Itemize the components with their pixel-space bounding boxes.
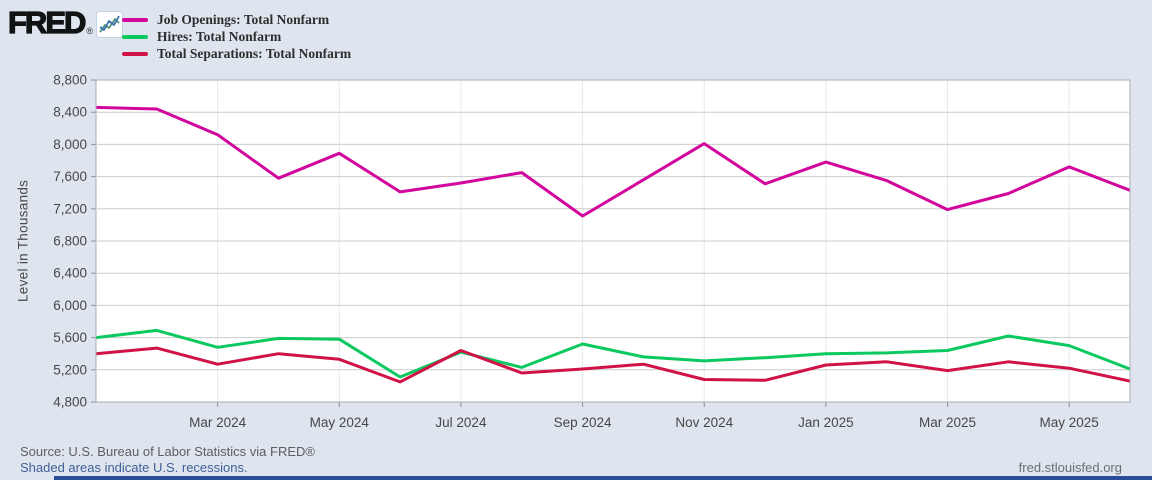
registered-mark: ® xyxy=(86,26,94,36)
recession-note-link[interactable]: Shaded areas indicate U.S. recessions. xyxy=(20,460,248,475)
y-tick-label: 6,400 xyxy=(53,266,87,281)
fred-logo[interactable]: FRED ® xyxy=(7,5,124,40)
legend-label: Hires: Total Nonfarm xyxy=(157,29,282,44)
x-tick-label: May 2025 xyxy=(1040,415,1099,430)
x-tick-label: Jan 2025 xyxy=(798,415,854,430)
total-separations-swatch xyxy=(122,52,148,56)
y-tick-label: 6,000 xyxy=(53,298,87,313)
series-line-job-openings-total-nonfarm[interactable] xyxy=(95,105,1131,218)
x-tick-label: Mar 2025 xyxy=(919,415,976,430)
source-note: Source: U.S. Bureau of Labor Statistics … xyxy=(20,444,315,459)
legend-label: Job Openings: Total Nonfarm xyxy=(157,12,330,27)
fred-graph-icon xyxy=(96,11,124,38)
y-tick-label: 8,000 xyxy=(53,137,87,152)
fred-logo-text: FRED xyxy=(7,5,87,40)
x-tick-label: Jul 2024 xyxy=(435,415,487,430)
hires-swatch xyxy=(122,35,148,39)
y-tick-label: 8,400 xyxy=(53,105,87,120)
y-tick-label: 6,800 xyxy=(53,234,87,249)
y-tick-label: 5,200 xyxy=(53,362,87,377)
range-scrollbar[interactable] xyxy=(54,476,1152,480)
plot-border xyxy=(95,79,1131,403)
job-openings-swatch xyxy=(122,18,148,22)
legend-item-job-openings[interactable]: Job Openings: Total Nonfarm xyxy=(122,12,351,27)
legend: Job Openings: Total Nonfarm Hires: Total… xyxy=(122,12,352,64)
x-tick-label: May 2024 xyxy=(310,415,370,430)
x-tick-label: Sep 2024 xyxy=(554,415,612,430)
x-tick-label: Mar 2024 xyxy=(189,415,247,430)
site-link[interactable]: fred.stlouisfed.org xyxy=(1018,460,1122,475)
line-chart[interactable]: Mar 2024 May 2024 Jul 2024 Sep 2024 Nov 2024… xyxy=(0,72,1152,434)
series-line-hires-total-nonfarm[interactable] xyxy=(95,328,1131,379)
y-tick-label: 7,200 xyxy=(53,201,87,216)
y-tick-label: 5,600 xyxy=(53,330,87,345)
legend-item-hires[interactable]: Hires: Total Nonfarm xyxy=(122,29,351,44)
y-tick-label: 7,600 xyxy=(53,169,87,184)
series-line-total-separations-total-nonfarm[interactable] xyxy=(95,346,1131,384)
y-tick-label: 8,800 xyxy=(53,73,87,88)
legend-item-total-separations[interactable]: Total Separations: Total Nonfarm xyxy=(122,46,352,61)
y-tick-label: 4,800 xyxy=(53,395,87,410)
x-tick-label: Nov 2024 xyxy=(675,415,733,430)
legend-label: Total Separations: Total Nonfarm xyxy=(157,46,352,61)
